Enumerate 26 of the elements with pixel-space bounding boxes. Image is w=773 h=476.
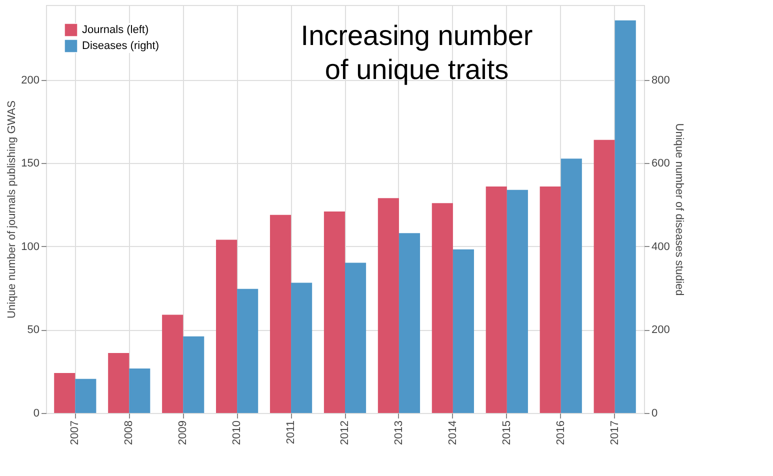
- x-tick-label: 2010: [231, 420, 244, 445]
- x-tick-label: 2017: [608, 420, 621, 445]
- y-axis-title: Unique number of journals publishing GWAS: [6, 100, 18, 318]
- annotation: Increasing number of unique traits: [300, 20, 533, 85]
- y-tick-label: 50: [27, 324, 40, 336]
- y2-tick-label: 800: [652, 74, 670, 86]
- y2-tick-label: 0: [652, 408, 658, 420]
- legend-label: Diseases (right): [82, 40, 160, 52]
- x-tick-label: 2009: [177, 420, 190, 445]
- x-tick-label: 2016: [554, 420, 567, 445]
- y-tick-label: 100: [21, 240, 40, 253]
- x-tick-label: 2013: [392, 420, 405, 445]
- y2-tick-label: 600: [652, 158, 670, 170]
- y-tick-label: 150: [21, 158, 40, 170]
- x-tick-label: 2012: [339, 420, 351, 445]
- y-tick-label: 0: [33, 408, 40, 420]
- x-tick-label: 2011: [285, 420, 298, 444]
- y2-tick-label: 200: [652, 324, 670, 336]
- y2-tick-label: 400: [652, 240, 670, 253]
- x-tick-label: 2015: [500, 420, 513, 445]
- x-tick-label: 2014: [446, 420, 459, 445]
- y-tick-label: 200: [21, 74, 40, 86]
- x-tick-label: 2007: [69, 420, 82, 445]
- x-tick-label: 2008: [123, 420, 136, 445]
- legend-label: Journals (left): [82, 24, 149, 36]
- y2-axis-title: Unique number of diseases studied: [672, 123, 685, 296]
